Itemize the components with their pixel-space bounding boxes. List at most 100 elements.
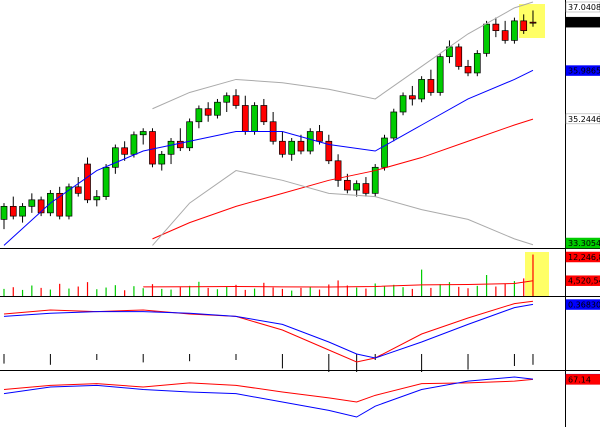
value-tag: 35.9865 — [568, 67, 600, 76]
candle-body — [37, 199, 45, 214]
candle-body — [418, 79, 425, 100]
value-tag: 37.0408 — [568, 3, 600, 12]
candle-body — [232, 95, 240, 106]
volume-bar — [189, 285, 191, 296]
volume-bar — [226, 286, 228, 296]
candle-body — [112, 147, 119, 168]
volume-bar — [216, 289, 219, 296]
candle-body — [408, 95, 416, 100]
candle-body — [158, 153, 166, 165]
volume-bar — [142, 288, 144, 296]
volume-bar — [124, 290, 126, 296]
candle-body — [251, 105, 258, 132]
volume-bar — [532, 254, 534, 296]
candle-body — [381, 137, 388, 168]
volume-bar — [253, 288, 256, 296]
candle-body — [74, 186, 82, 194]
volume-bar — [337, 280, 339, 296]
value-tag-box — [565, 237, 600, 249]
value-tag-box — [565, 374, 600, 385]
candle-body — [390, 111, 398, 139]
value-tag-box — [565, 113, 600, 125]
volume-bar — [198, 281, 200, 296]
volume-bar — [105, 287, 107, 296]
candle-body — [260, 105, 268, 123]
line-series — [3, 376, 534, 418]
candle-body — [214, 101, 221, 116]
value-tag-box — [565, 65, 600, 76]
volume-bar — [309, 286, 311, 296]
candle-body — [0, 205, 8, 220]
marks — [0, 1, 537, 418]
candle-body — [28, 199, 36, 207]
candle-body — [288, 140, 296, 155]
candle-body — [427, 79, 435, 93]
candle-body — [139, 131, 147, 136]
value-tag-box — [565, 275, 600, 286]
candle-body — [186, 121, 193, 149]
volume-bar — [430, 287, 432, 296]
volume-bar — [458, 286, 460, 296]
value-tag: 35.2446 — [568, 115, 600, 124]
volume-bar — [272, 287, 274, 296]
candle-body — [241, 105, 249, 132]
volume-bar — [300, 287, 302, 296]
candle-body — [492, 23, 500, 31]
candle-body — [436, 56, 444, 93]
volume-bar — [421, 269, 423, 296]
candle-body — [306, 131, 314, 152]
value-tag-box — [565, 1, 600, 13]
volume-bar — [86, 282, 89, 296]
labels: 37.0408 36.73 35.9865 35.2446 33.3054 12,246,… — [565, 1, 600, 385]
candle-body — [501, 30, 509, 41]
volume-bar — [12, 287, 14, 296]
candle-body — [362, 183, 370, 194]
candle-body — [149, 131, 156, 165]
candle-body — [316, 131, 323, 142]
volume-bar — [59, 283, 61, 296]
value-tag-box — [565, 251, 600, 263]
volume-bar — [328, 284, 330, 296]
volume-bar — [114, 285, 116, 296]
value-tag: 12,246,800 — [568, 253, 600, 262]
volume-bar — [96, 289, 98, 296]
candle-body — [65, 186, 73, 217]
candle-body — [93, 196, 101, 201]
volume-bar — [21, 289, 24, 296]
value-tag: 0.368309 — [568, 301, 600, 310]
candle-body — [371, 166, 379, 194]
volume-bar — [235, 284, 237, 296]
candle-body — [19, 205, 26, 217]
volume-bar — [504, 283, 506, 296]
candle-body — [520, 20, 528, 31]
value-tag: 4,520,540 — [568, 277, 600, 286]
volume-bar — [133, 286, 135, 296]
candle-body — [529, 21, 537, 24]
candle-body — [223, 95, 231, 103]
volume-bar — [476, 285, 478, 296]
volume-bar — [485, 275, 488, 296]
candle-body — [176, 140, 184, 149]
volume-bar — [365, 288, 367, 296]
candle-body — [9, 205, 17, 217]
volume-bar — [244, 289, 246, 296]
candle-body — [56, 192, 64, 217]
line-series — [3, 69, 534, 246]
candle-body — [483, 23, 490, 54]
volume-bar — [393, 284, 395, 296]
candle-body — [204, 108, 212, 116]
volume-bar — [467, 288, 469, 296]
line-series — [152, 170, 534, 246]
volume-bar — [207, 287, 209, 296]
candle-body — [511, 20, 518, 41]
highlight — [525, 252, 549, 296]
value-tag-box — [565, 299, 600, 310]
volume-bar — [3, 288, 5, 296]
volume-bar — [161, 288, 163, 296]
candle-body — [473, 53, 481, 74]
volume-bar — [31, 285, 33, 296]
volume-bar — [291, 290, 293, 296]
candle-body — [167, 140, 175, 155]
candle-body — [195, 108, 203, 123]
